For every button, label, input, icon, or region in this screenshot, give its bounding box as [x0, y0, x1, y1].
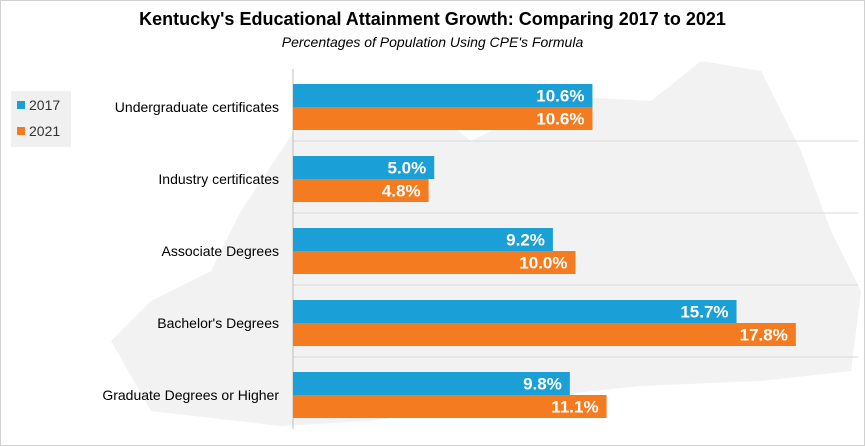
data-label-2021: 10.0% [519, 254, 567, 273]
bar-2017 [293, 156, 435, 179]
bar-2021 [293, 179, 429, 202]
bar-2017 [293, 300, 737, 323]
chart-subtitle: Percentages of Population Using CPE's Fo… [281, 34, 584, 50]
data-label-2017: 10.6% [536, 87, 584, 106]
data-label-2017: 5.0% [388, 159, 427, 178]
legend: 2017 2021 [11, 91, 71, 147]
data-label-2021: 11.1% [551, 398, 598, 417]
category-label: Industry certificates [158, 171, 279, 187]
legend-item-2017: 2017 [17, 97, 60, 113]
legend-swatch-2017 [17, 101, 25, 109]
data-label-2017: 9.2% [506, 231, 545, 250]
legend-item-2021: 2021 [17, 123, 60, 139]
data-label-2017: 9.8% [523, 375, 562, 394]
data-label-2021: 17.8% [740, 326, 788, 345]
bar-2021 [293, 323, 796, 346]
data-label-2017: 15.7% [680, 303, 728, 322]
category-label: Associate Degrees [161, 243, 279, 259]
bar-2017 [293, 228, 553, 251]
category-label: Bachelor's Degrees [157, 315, 279, 331]
category-label: Graduate Degrees or Higher [102, 387, 279, 403]
bar-2017 [293, 84, 593, 107]
legend-label-2021: 2021 [29, 123, 61, 139]
bar-2021 [293, 395, 607, 418]
data-label-2021: 4.8% [382, 182, 421, 201]
chart-title: Kentucky's Educational Attainment Growth… [139, 9, 726, 29]
bar-2017 [293, 372, 570, 395]
bar-2021 [293, 251, 576, 274]
legend-swatch-2021 [17, 127, 25, 135]
category-label: Undergraduate certificates [115, 99, 279, 115]
bar-2021 [293, 107, 593, 130]
data-label-2021: 10.6% [536, 110, 584, 129]
legend-label-2017: 2017 [29, 97, 61, 113]
